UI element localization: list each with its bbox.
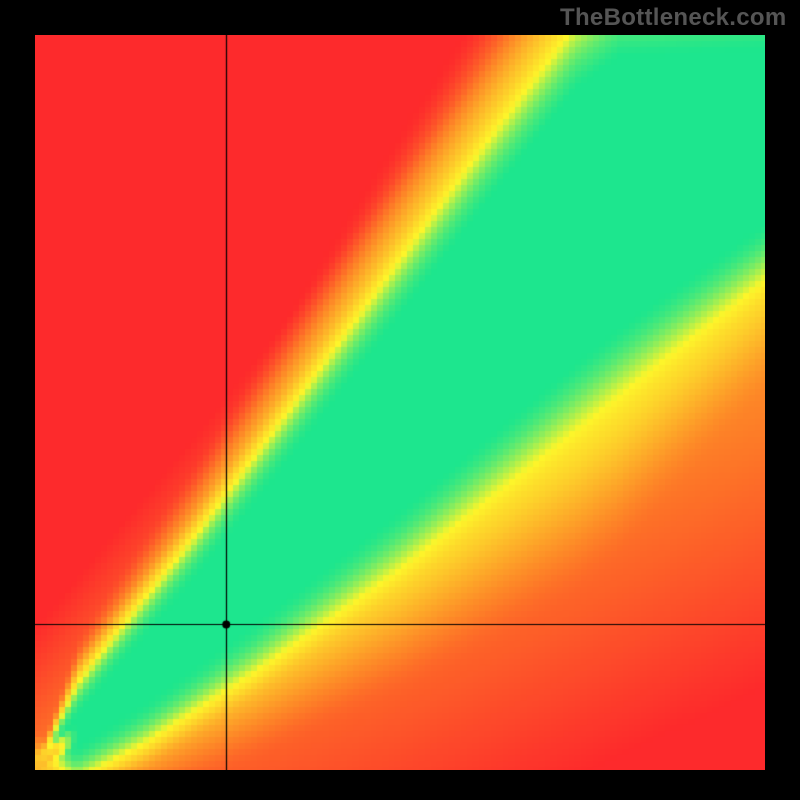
watermark-label: TheBottleneck.com bbox=[560, 4, 786, 32]
chart-container: TheBottleneck.com bbox=[0, 0, 800, 800]
heatmap-canvas bbox=[35, 35, 765, 770]
